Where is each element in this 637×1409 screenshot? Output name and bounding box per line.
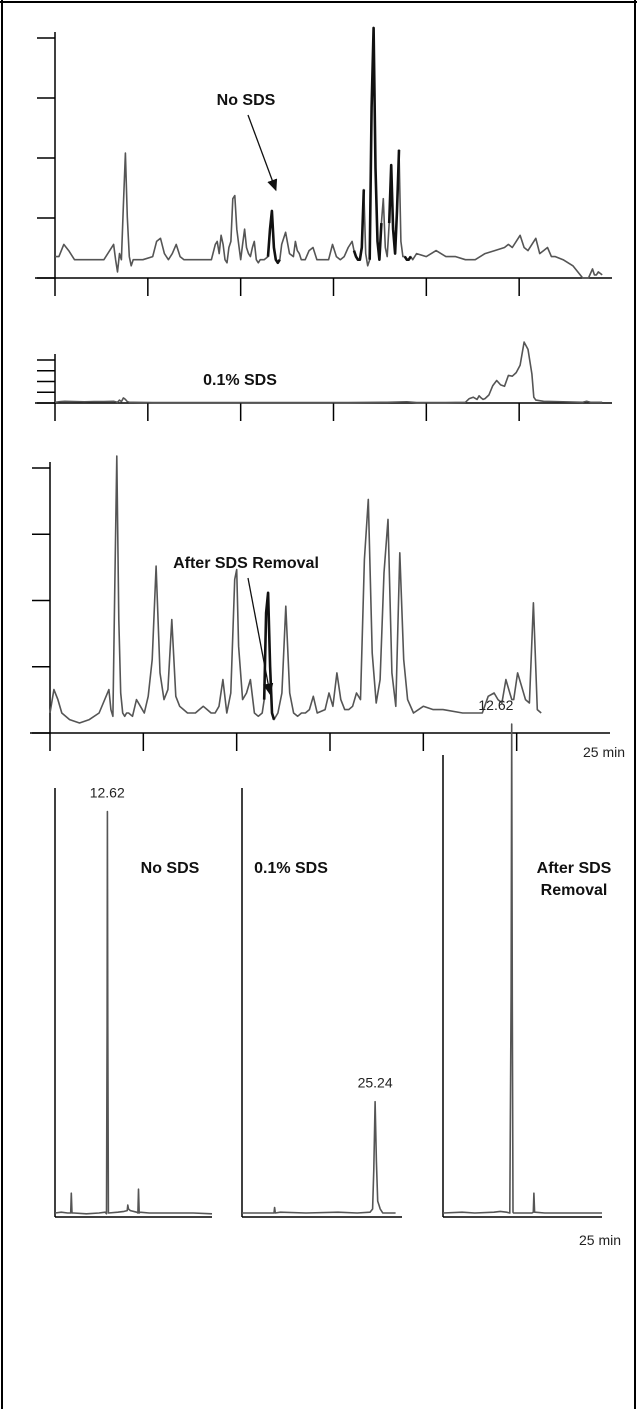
trace-line-3 — [49, 455, 542, 724]
small-annotation-1: No SDS — [141, 860, 200, 877]
highlight-peak-1-0 — [266, 209, 281, 265]
annotation-arrow-3 — [247, 577, 274, 696]
trace-line-2 — [54, 341, 603, 404]
peak-label-1: 12.62 — [90, 785, 125, 801]
trace-line-1 — [55, 27, 603, 279]
highlight-peak-3-0 — [262, 591, 276, 720]
small-annotation-3-line1: After SDS — [537, 860, 612, 877]
annotation-label-1: No SDS — [217, 92, 276, 109]
small-trace-1 — [54, 810, 213, 1215]
peak-label-3: 12.62 — [478, 697, 513, 713]
small-annotation-3-line2: Removal — [541, 882, 608, 899]
annotation-label-2: 0.1% SDS — [203, 372, 277, 389]
highlight-peak-1-1 — [352, 189, 366, 261]
highlight-peak-1-2 — [368, 26, 383, 261]
bottom-x-end-label: 25 min — [579, 1232, 621, 1248]
peak-label-2: 25.24 — [358, 1075, 393, 1091]
x-end-label-3: 25 min — [583, 744, 625, 760]
small-trace-2 — [242, 1100, 396, 1214]
highlight-peak-1-4 — [403, 255, 412, 261]
small-annotation-2: 0.1% SDS — [254, 860, 328, 877]
small-trace-3 — [442, 723, 602, 1214]
annotation-arrow-1 — [247, 114, 278, 192]
annotation-label-3: After SDS Removal — [173, 555, 319, 572]
highlight-peak-1-3 — [387, 149, 401, 255]
